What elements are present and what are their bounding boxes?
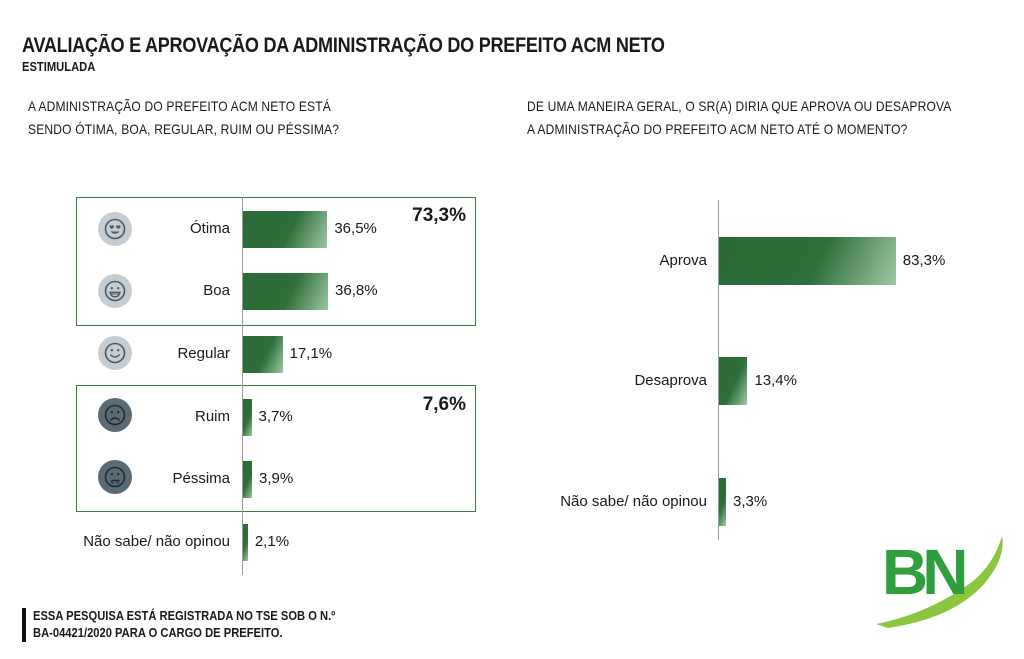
category-label: Boa (203, 282, 230, 299)
page-subtitle-text: ESTIMULADA (22, 59, 96, 74)
category-label: Não sabe/ não opinou (560, 493, 707, 510)
category-label: Ótima (189, 220, 230, 237)
neutral-face-icon (98, 460, 132, 494)
sad-face-icon (98, 398, 132, 432)
positive-total: 73,3% (412, 205, 466, 226)
bar (243, 523, 248, 561)
heart-eyes-face-icon (98, 212, 132, 246)
footer-line1: ESSA PESQUISA ESTÁ REGISTRADA NO TSE SOB… (33, 608, 336, 623)
smile-face-icon (98, 336, 132, 370)
left-question-line2: SENDO ÓTIMA, BOA, REGULAR, RUIM OU PÉSSI… (28, 121, 340, 137)
value-label: 3,7% (258, 408, 293, 425)
value-label: 3,9% (259, 470, 294, 487)
value-label: 17,1% (289, 345, 333, 362)
page-subtitle: ESTIMULADA (22, 59, 107, 74)
bar (243, 460, 252, 498)
chart-axis (242, 197, 243, 575)
negative-group-box (76, 385, 476, 512)
category-label: Não sabe/ não opinou (83, 533, 230, 550)
value-label: 2,1% (254, 533, 290, 550)
bar (719, 237, 896, 285)
grin-face-icon (98, 274, 132, 308)
bar (243, 210, 328, 248)
page-title-text: AVALIAÇÃO E APROVAÇÃO DA ADMINISTRAÇÃO D… (22, 34, 665, 57)
bar (719, 478, 726, 526)
positive-group-box (76, 197, 476, 326)
category-label: Regular (177, 345, 230, 362)
left-question: A ADMINISTRAÇÃO DO PREFEITO ACM NETO EST… (28, 95, 390, 141)
bar (243, 272, 329, 310)
right-question: DE UMA MANEIRA GERAL, O SR(A) DIRIA QUE … (527, 95, 1021, 141)
category-label: Desaprova (634, 372, 707, 389)
bar (243, 398, 252, 436)
left-question-line1: A ADMINISTRAÇÃO DO PREFEITO ACM NETO EST… (28, 98, 331, 114)
value-label: 13,4% (754, 372, 797, 389)
value-label: 83,3% (902, 252, 946, 269)
value-label: 3,3% (733, 493, 768, 510)
page-title: AVALIAÇÃO E APROVAÇÃO DA ADMINISTRAÇÃO D… (22, 34, 769, 58)
category-label: Ruim (194, 408, 230, 425)
footer-accent-bar (22, 608, 26, 642)
value-label: 36,8% (335, 282, 378, 299)
bar (719, 357, 748, 405)
logo-swoosh (876, 536, 1003, 628)
bn-logo: BN (876, 536, 1003, 628)
right-question-line2: A ADMINISTRAÇÃO DO PREFEITO ACM NETO ATÉ… (527, 121, 908, 137)
footer-line2: BA-04421/2020 PARA O CARGO DE PREFEITO. (33, 625, 283, 640)
footer-note: ESSA PESQUISA ESTÁ REGISTRADA NO TSE SOB… (33, 607, 384, 641)
right-question-line1: DE UMA MANEIRA GERAL, O SR(A) DIRIA QUE … (527, 98, 952, 114)
chart-axis (718, 200, 719, 540)
logo-text: BN (882, 536, 964, 608)
bar (243, 335, 283, 373)
category-label: Aprova (659, 252, 707, 269)
category-label: Péssima (172, 470, 230, 487)
value-label: 36,5% (334, 220, 377, 237)
negative-total: 7,6% (422, 394, 466, 415)
